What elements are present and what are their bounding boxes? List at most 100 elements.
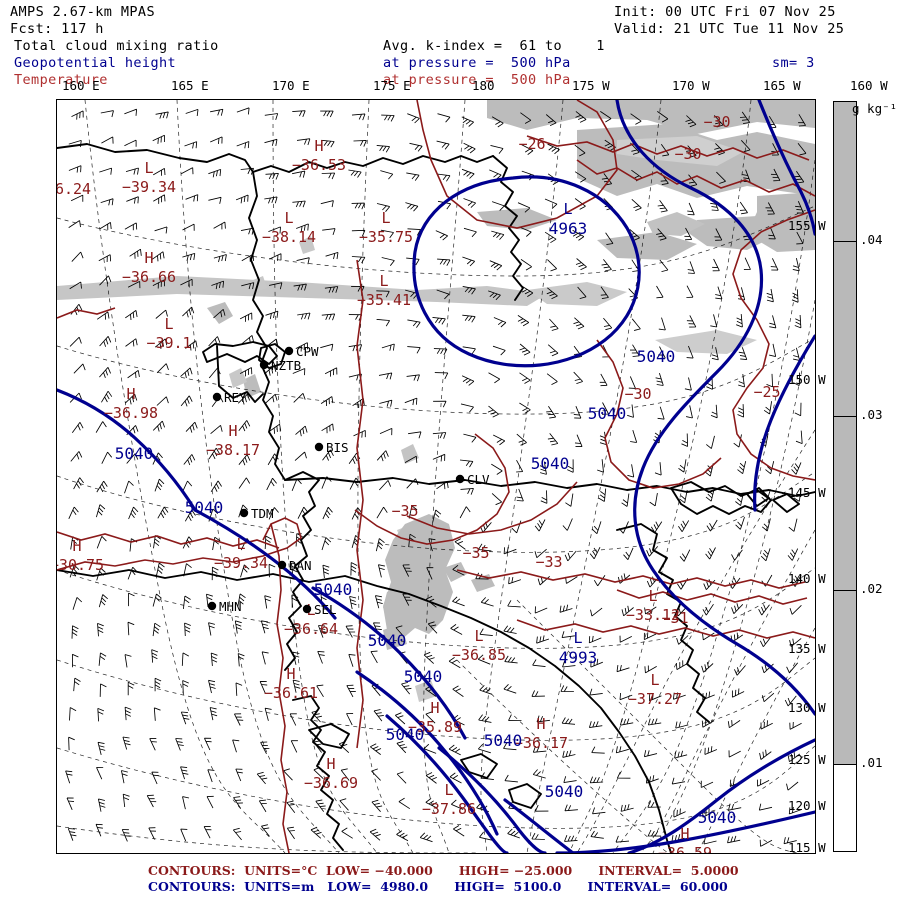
wind-barb [71,110,84,120]
wind-barb [758,803,773,811]
wind-barb [292,110,306,118]
station-marker[interactable] [314,442,324,452]
wind-barb [477,743,491,754]
wind-barb [789,604,802,615]
wind-barb [155,111,169,119]
wind-barb [786,781,799,791]
wind-barb [460,403,474,413]
wind-barb [180,766,189,780]
station-marker[interactable] [284,346,294,356]
wind-barb [315,799,326,812]
temp-extremum-value: −38.17 [206,441,260,459]
height-extremum-value: 4993 [559,648,598,667]
wind-barb [124,222,138,231]
wind-barb [507,828,520,839]
wind-barb [404,397,418,406]
wind-barb [768,226,776,240]
wind-barb [238,454,251,466]
wind-barb [545,114,557,126]
wind-barb [793,347,801,361]
wind-barb [573,317,585,330]
wind-barb [183,563,192,577]
wind-barb [155,309,168,319]
wind-barb [761,692,775,703]
wind-barb [601,259,612,272]
station-marker[interactable] [212,392,222,402]
wind-barb [617,771,631,779]
lat-tick-label: 150 W [788,372,826,387]
wind-barb [728,750,741,758]
wind-barb [264,113,279,121]
wind-barb [706,435,715,449]
wind-barb [209,707,218,721]
height-contour-label: 5040 [115,444,154,463]
coastline-layer [57,143,815,853]
wind-barb [676,635,689,645]
wind-barb [702,808,715,818]
wind-barb [656,228,667,241]
wind-barb [547,344,559,357]
wind-barb [643,632,657,640]
wind-barb [540,490,548,504]
wind-barb [180,828,188,842]
station-marker[interactable] [259,360,269,370]
wind-barb [739,111,751,125]
wind-barb [322,506,333,520]
wind-barb [100,198,114,206]
wind-barb [96,766,104,780]
wind-barb [795,201,804,214]
wind-barb [156,562,165,576]
station-marker[interactable] [239,508,249,518]
wind-barb [563,776,577,784]
wind-barb [436,481,449,490]
wind-barb [605,232,614,246]
wind-barb [152,593,162,607]
wind-barb [71,251,84,262]
wind-barb [701,719,715,728]
wind-barb [644,665,657,674]
station-marker[interactable] [277,560,287,570]
wind-barb [686,315,697,328]
wind-barb [369,828,381,841]
wind-barb [760,720,773,730]
wind-barb [600,286,609,300]
station-marker[interactable] [302,604,312,614]
wind-barb [789,638,802,647]
wind-barb [546,373,558,385]
wind-barb [213,308,226,319]
wind-barb [549,318,559,331]
wind-barb [296,138,311,146]
wind-barb [381,257,395,266]
map-panel[interactable]: H −36.53 H −36.66 L −39.34 L −38.14 L −35.75 L −35.… [56,99,816,854]
wind-barb [657,406,665,420]
station-marker[interactable] [207,601,217,611]
wind-barb [153,535,162,549]
wind-barb [700,780,714,788]
wind-barb [451,799,464,810]
wind-barb [480,597,494,607]
wind-barb [264,138,278,146]
wind-barb [351,256,366,264]
wind-barb [409,142,423,152]
wind-barb [381,343,395,351]
wind-barb [289,713,297,726]
wind-barb [373,709,384,722]
wind-barb [210,136,223,144]
wind-barb [380,170,394,180]
temp-extremum-value: −35.75 [359,228,413,246]
wind-barb [154,677,162,692]
wind-barb [235,682,243,696]
wind-barb [261,651,269,665]
wind-barb [98,594,108,608]
wind-barb [182,306,195,318]
wind-barb [210,480,222,493]
wind-barb [756,778,770,787]
station-marker[interactable] [455,474,465,484]
wind-barb [536,715,550,723]
station-label: MHN [219,599,242,614]
colorbar[interactable] [833,101,857,852]
wind-barb [589,547,601,560]
wind-barb [71,653,79,668]
wind-barb [211,280,225,290]
wind-barb [601,173,613,186]
